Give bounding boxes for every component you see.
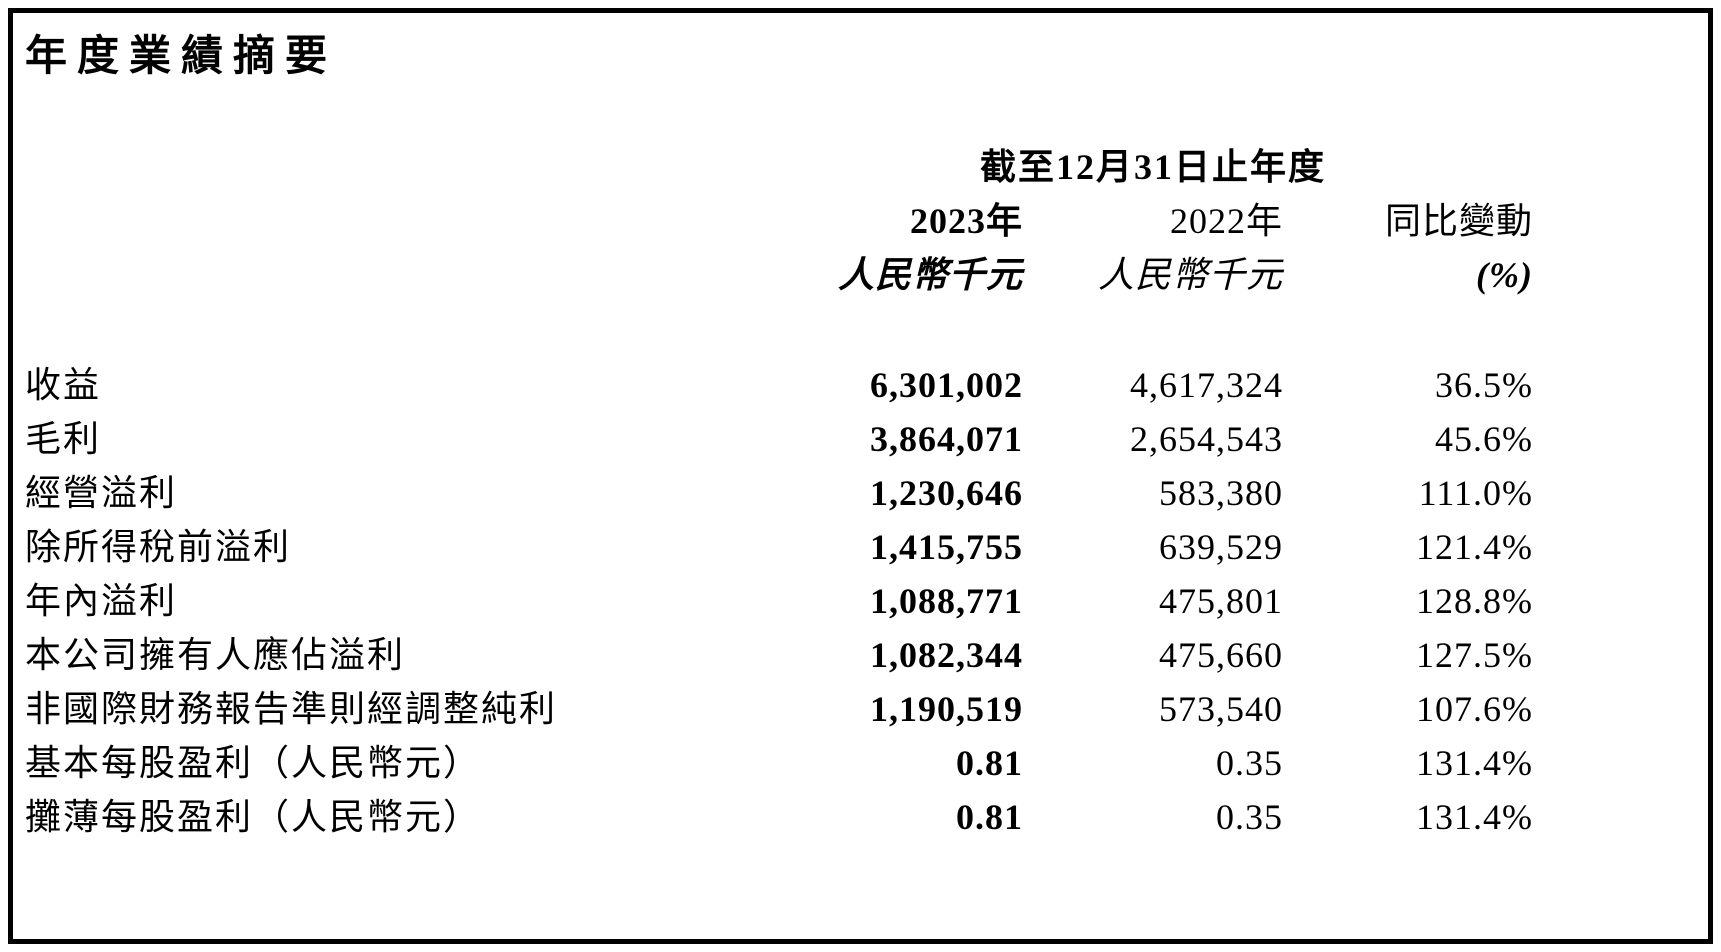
value-2023: 6,301,002 [870, 365, 1023, 405]
unit-2022: 人民幣千元 [1097, 255, 1283, 295]
unit-2023: 人民幣千元 [837, 255, 1023, 295]
value-2022: 475,660 [1159, 635, 1283, 675]
value-2023: 1,082,344 [870, 635, 1023, 675]
row-label: 非國際財務報告準則經調整純利 [25, 689, 558, 729]
value-yoy: 111.0% [1418, 473, 1533, 513]
column-header-yoy: 同比變動 [1384, 201, 1533, 241]
value-2022: 583,380 [1159, 473, 1283, 513]
value-yoy: 107.6% [1416, 689, 1533, 729]
value-2023: 3,864,071 [870, 419, 1023, 459]
column-header-2022: 2022年 [1169, 201, 1283, 241]
value-2022: 639,529 [1159, 527, 1283, 567]
value-2022: 573,540 [1159, 689, 1283, 729]
value-2022: 475,801 [1159, 581, 1283, 621]
header-body-gap [25, 302, 1533, 358]
row-label: 經營溢利 [25, 473, 178, 513]
value-2022: 2,654,543 [1130, 419, 1283, 459]
value-yoy: 36.5% [1435, 365, 1533, 405]
row-label: 本公司擁有人應佔溢利 [25, 635, 406, 675]
column-header-2023: 2023年 [909, 201, 1023, 241]
page-title: 年度業績摘要 [25, 34, 338, 80]
value-2023: 0.81 [956, 743, 1023, 783]
value-yoy: 131.4% [1416, 797, 1533, 837]
value-yoy: 45.6% [1435, 419, 1533, 459]
row-label: 基本每股盈利（人民幣元） [25, 743, 482, 783]
value-2023: 1,415,755 [870, 527, 1023, 567]
value-yoy: 121.4% [1416, 527, 1533, 567]
value-2023: 1,230,646 [870, 473, 1023, 513]
row-label: 年內溢利 [25, 581, 178, 621]
value-2023: 1,088,771 [870, 581, 1023, 621]
period-spacer [25, 140, 773, 194]
year-header-spacer [25, 194, 773, 248]
value-2022: 0.35 [1216, 743, 1283, 783]
value-yoy: 128.8% [1416, 581, 1533, 621]
unit-header-spacer [25, 248, 773, 302]
value-yoy: 131.4% [1416, 743, 1533, 783]
document-frame: 年度業績摘要 截至12月31日止年度 2023年 2022年 同比變動 人民幣千… [8, 8, 1713, 944]
row-label: 收益 [25, 365, 102, 405]
row-label: 除所得稅前溢利 [25, 527, 292, 567]
value-2023: 0.81 [956, 797, 1023, 837]
row-label: 攤薄每股盈利（人民幣元） [25, 797, 482, 837]
value-2023: 1,190,519 [870, 689, 1023, 729]
row-label: 毛利 [25, 419, 102, 459]
value-2022: 0.35 [1216, 797, 1283, 837]
value-yoy: 127.5% [1416, 635, 1533, 675]
unit-yoy: (%) [1476, 255, 1533, 295]
period-header: 截至12月31日止年度 [979, 147, 1326, 187]
results-table: 截至12月31日止年度 2023年 2022年 同比變動 人民幣千元 人民幣千元… [25, 140, 1708, 844]
value-2022: 4,617,324 [1130, 365, 1283, 405]
